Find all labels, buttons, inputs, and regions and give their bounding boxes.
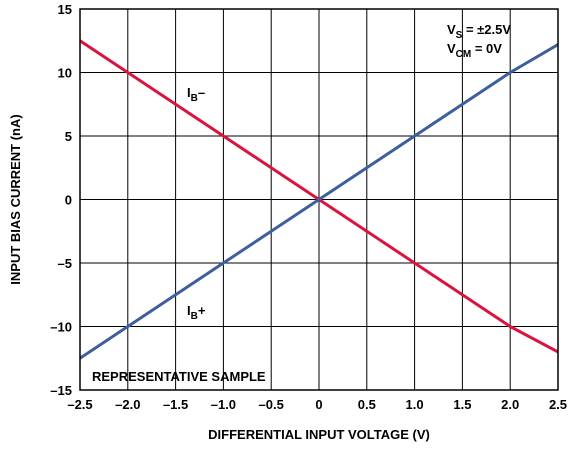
- y-tick-label: 0: [65, 193, 72, 208]
- x-tick-label: 2.0: [501, 397, 519, 412]
- y-tick-label: 15: [58, 2, 72, 17]
- series-label-subscript: B: [191, 311, 198, 322]
- x-tick-label: –0.5: [259, 397, 284, 412]
- x-tick-label: –2.5: [67, 397, 92, 412]
- x-tick-label: 0: [315, 397, 322, 412]
- y-tick-labels: –15 –10 –5 0 5 10 15: [50, 2, 72, 398]
- y-axis-title: INPUT BIAS CURRENT (nA): [8, 114, 23, 284]
- series-label-suffix: –: [198, 85, 205, 100]
- series-label-suffix: +: [198, 303, 206, 318]
- y-tick-label: –15: [50, 383, 72, 398]
- series-layer: [79, 39, 559, 360]
- series-label-main: I: [187, 303, 191, 318]
- plot-frame: [79, 8, 559, 391]
- x-tick-label: 0.5: [358, 397, 376, 412]
- condition-line: VCM = 0V: [447, 41, 502, 60]
- series-labels: IB–IB+: [187, 85, 206, 322]
- y-tick-label: 5: [65, 129, 72, 144]
- x-tick-label: –1.0: [211, 397, 236, 412]
- x-axis-title: DIFFERENTIAL INPUT VOLTAGE (V): [208, 427, 430, 442]
- y-tick-label: 10: [58, 66, 72, 81]
- series-line-ib-plus: [79, 43, 559, 360]
- x-tick-label: –2.0: [115, 397, 140, 412]
- x-tick-label: 1.0: [406, 397, 424, 412]
- note-representative-sample: REPRESENTATIVE SAMPLE: [92, 369, 266, 384]
- condition-line: VS = ±2.5V: [447, 22, 511, 41]
- y-tick-label: –10: [50, 320, 72, 335]
- series-label-ib-plus: IB+: [187, 303, 206, 322]
- condition-value: = 0V: [471, 41, 502, 56]
- condition-main: V: [447, 41, 456, 56]
- condition-subscript: CM: [456, 49, 472, 60]
- x-tick-label: –1.5: [163, 397, 188, 412]
- condition-value: = ±2.5V: [462, 22, 511, 37]
- x-tick-labels: –2.5 –2.0 –1.5 –1.0 –0.5 0 0.5 1.0 1.5 2.0 2.5: [67, 397, 567, 412]
- x-tick-label: 1.5: [453, 397, 471, 412]
- condition-subscript: S: [456, 30, 463, 41]
- condition-main: V: [447, 22, 456, 37]
- series-label-ib-minus: IB–: [187, 85, 205, 104]
- x-tick-label: 2.5: [549, 397, 567, 412]
- y-tick-label: –5: [58, 256, 72, 271]
- series-label-main: I: [187, 85, 191, 100]
- series-label-subscript: B: [191, 93, 198, 104]
